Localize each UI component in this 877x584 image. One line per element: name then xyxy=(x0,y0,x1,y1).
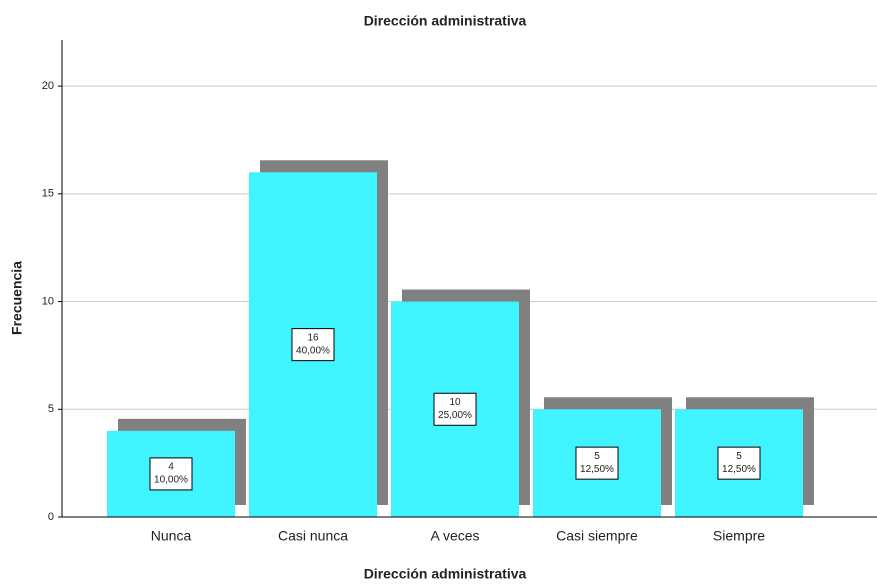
data-label: 10 xyxy=(449,397,461,408)
y-tick-label: 0 xyxy=(48,511,54,523)
data-label: 16 xyxy=(307,332,319,343)
x-tick-label: Casi nunca xyxy=(278,528,348,544)
data-label-percent: 12,50% xyxy=(580,464,614,475)
data-label: 4 xyxy=(168,462,174,473)
data-label-percent: 10,00% xyxy=(154,475,188,486)
data-label: 5 xyxy=(736,451,742,462)
y-axis-title: Frecuencia xyxy=(9,261,25,335)
data-label-percent: 12,50% xyxy=(722,464,756,475)
data-label-box xyxy=(717,446,761,480)
data-label-percent: 40,00% xyxy=(296,345,330,356)
data-label-box xyxy=(291,328,335,362)
x-tick-label: Nunca xyxy=(151,528,192,544)
y-tick-label: 5 xyxy=(48,403,54,415)
x-tick-label: A veces xyxy=(430,528,479,544)
data-label-box xyxy=(433,392,477,426)
chart-title: Dirección administrativa xyxy=(364,13,527,29)
x-tick-label: Casi siempre xyxy=(556,528,638,544)
x-axis-title: Dirección administrativa xyxy=(364,566,527,582)
x-tick-label: Siempre xyxy=(713,528,765,544)
data-label: 5 xyxy=(594,451,600,462)
y-tick-label: 15 xyxy=(42,188,54,200)
data-label-percent: 25,00% xyxy=(438,410,472,421)
y-tick-label: 10 xyxy=(42,295,54,307)
y-tick-label: 20 xyxy=(42,80,54,92)
data-label-box xyxy=(149,457,193,491)
data-label-box xyxy=(575,446,619,480)
